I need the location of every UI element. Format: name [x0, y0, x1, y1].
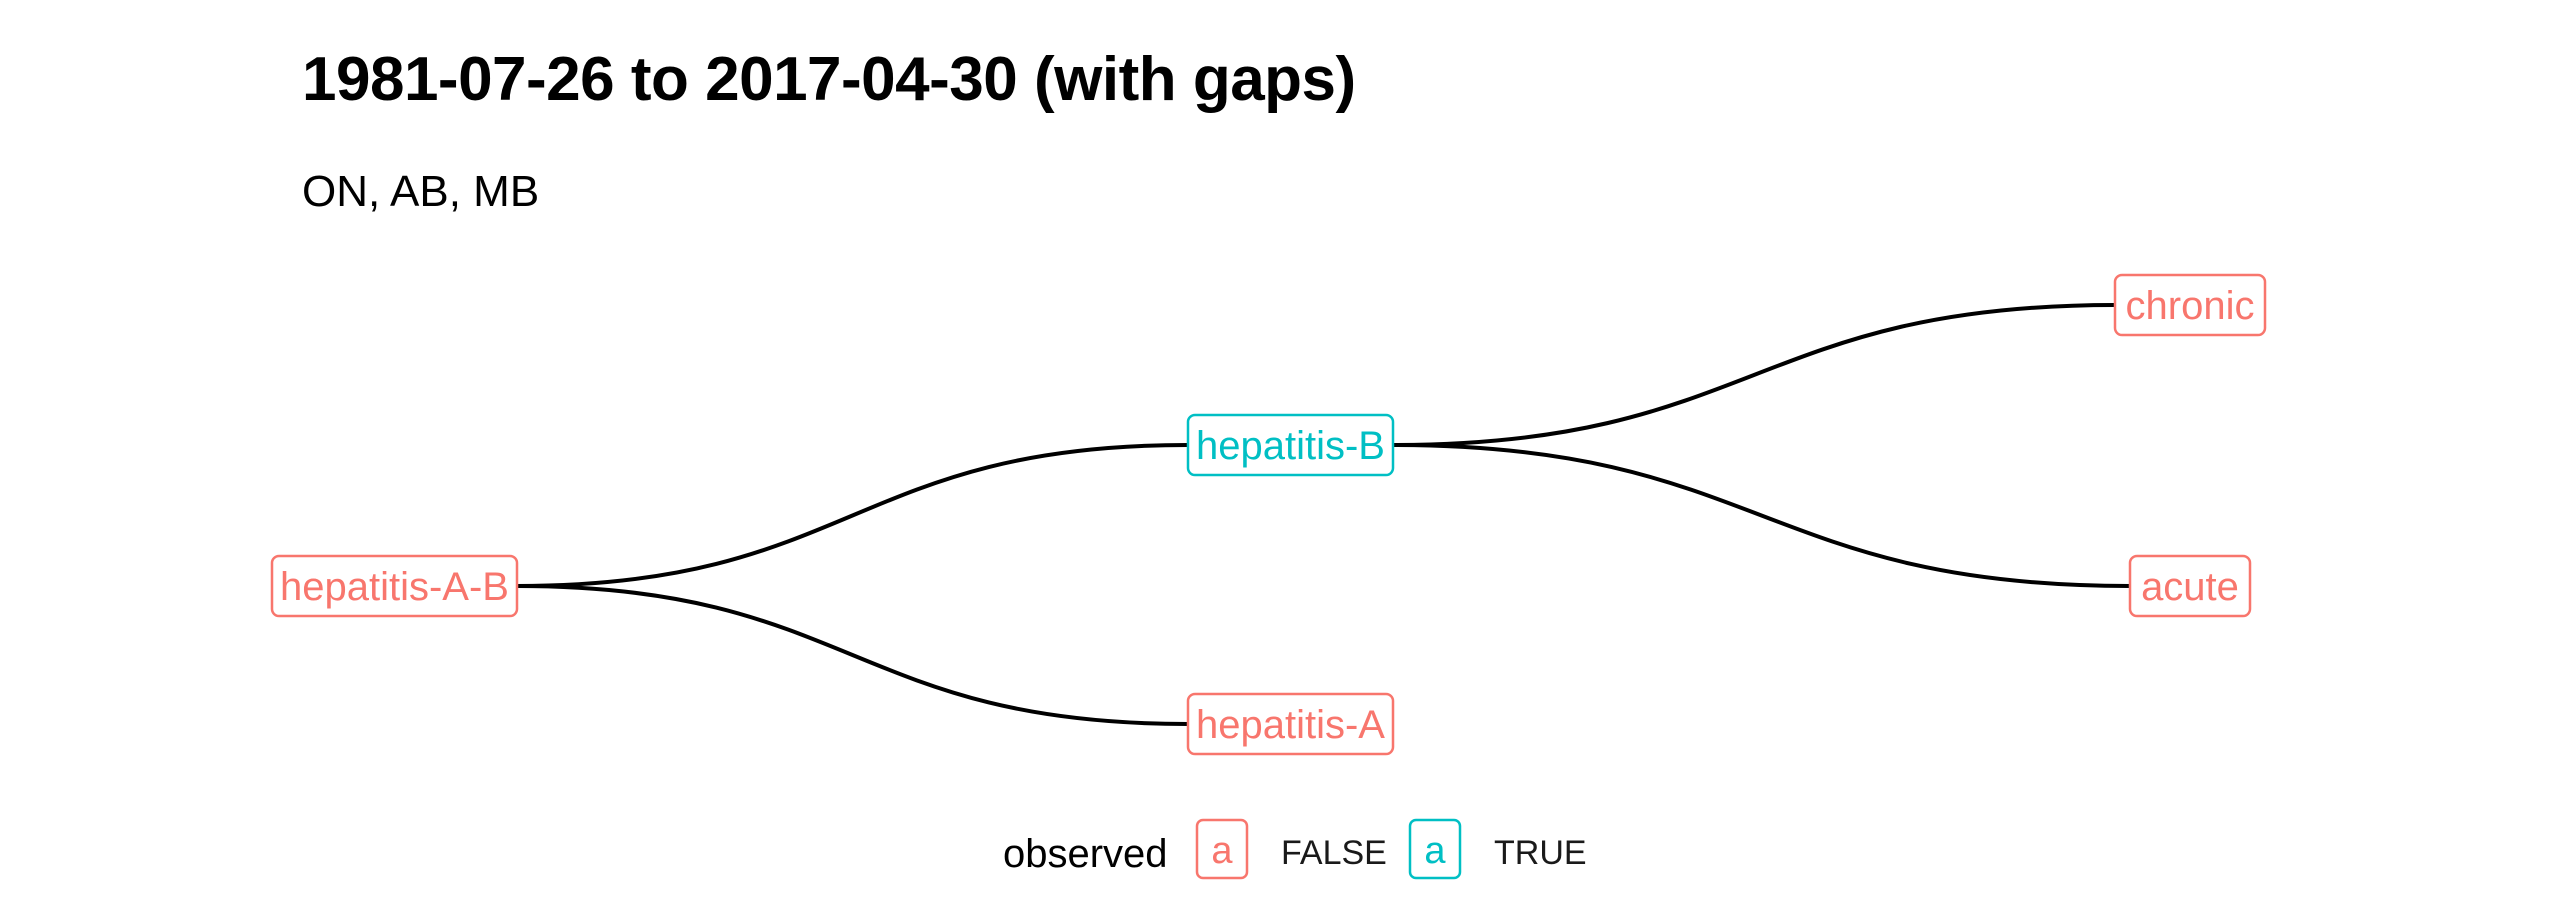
node-acute: acute — [2128, 554, 2252, 618]
node-chronic: chronic — [2113, 273, 2267, 337]
edge-hepatitis-A-B-to-hepatitis-A — [516, 584, 1189, 726]
node-label-chronic: chronic — [2126, 284, 2255, 328]
legend-key-true — [1408, 818, 1462, 880]
edge-hepatitis-B-to-chronic — [1392, 303, 2116, 447]
nodes-layer: hepatitis-A-B hepatitis-B hepatitis-A chron… — [270, 273, 2267, 756]
edge-hepatitis-B-to-acute — [1392, 443, 2131, 588]
node-hepatitis-A: hepatitis-A — [1186, 692, 1395, 756]
node-box-hepatitis-A-B — [270, 554, 519, 618]
node-label-hepatitis-B: hepatitis-B — [1196, 424, 1385, 468]
legend-label-true: TRUE — [1494, 834, 1587, 872]
legend: observed a FALSE a TRUE — [1003, 818, 1587, 880]
node-box-chronic — [2113, 273, 2267, 337]
node-label-acute: acute — [2141, 565, 2239, 609]
edges-layer — [516, 303, 2131, 726]
diagram-subtitle: ON, AB, MB — [302, 167, 540, 216]
node-hepatitis-A-B: hepatitis-A-B — [270, 554, 519, 618]
diagram-title: 1981-07-26 to 2017-04-30 (with gaps) — [302, 45, 1356, 114]
edge-hepatitis-A-B-to-hepatitis-B — [516, 443, 1189, 588]
legend-label-false: FALSE — [1281, 834, 1387, 872]
node-box-hepatitis-A — [1186, 692, 1395, 756]
node-label-hepatitis-A: hepatitis-A — [1196, 703, 1385, 747]
node-box-hepatitis-B — [1186, 413, 1395, 477]
legend-key-false — [1195, 818, 1249, 880]
node-hepatitis-B: hepatitis-B — [1186, 413, 1395, 477]
node-box-acute — [2128, 554, 2252, 618]
legend-title: observed — [1003, 832, 1168, 876]
node-label-hepatitis-A-B: hepatitis-A-B — [280, 565, 509, 609]
legend-key-true-glyph: a — [1424, 830, 1446, 872]
legend-key-false-glyph: a — [1211, 830, 1233, 872]
